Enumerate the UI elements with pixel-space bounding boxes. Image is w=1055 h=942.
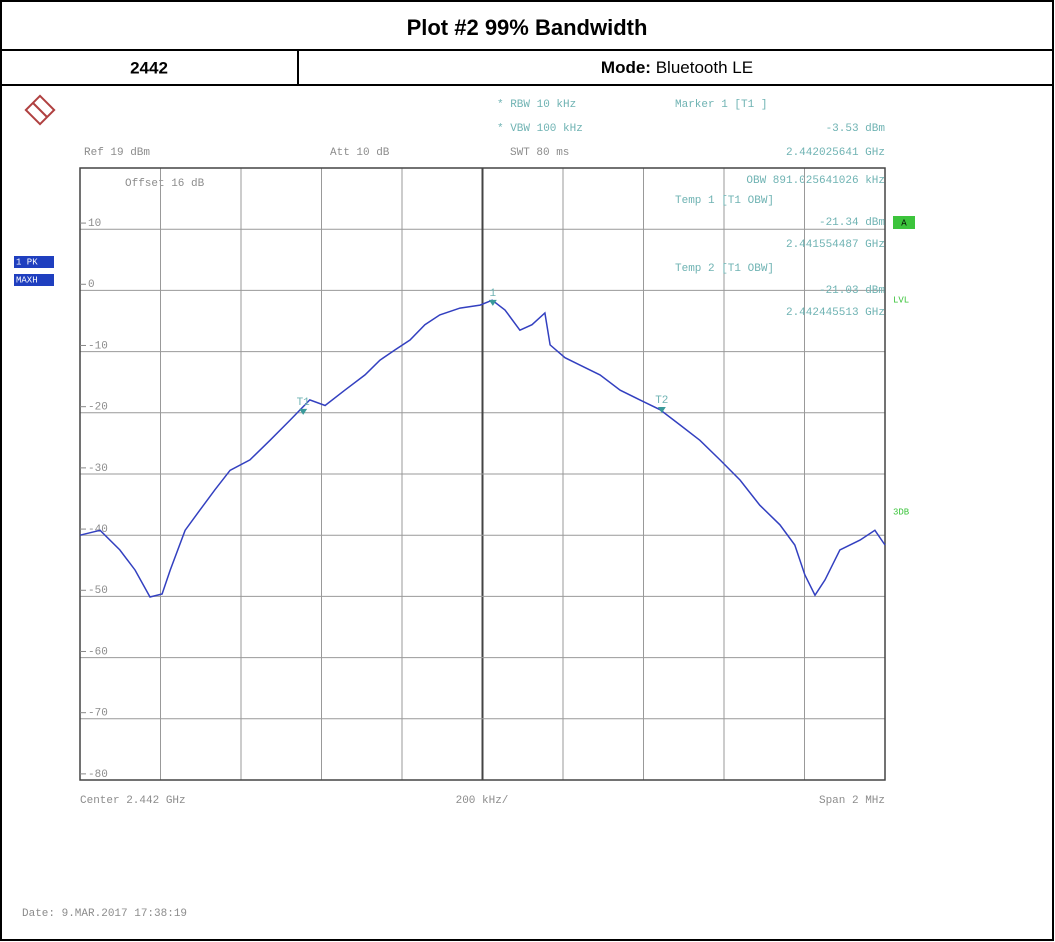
- mode-label: Mode:: [601, 58, 651, 77]
- mode: Mode: Bluetooth LE: [601, 58, 753, 77]
- channel: 2442: [130, 58, 168, 77]
- side-box: [893, 216, 915, 229]
- plot-frame: [79, 167, 886, 781]
- offset: Offset 16 dB: [125, 178, 205, 190]
- marker: [657, 406, 666, 413]
- marker-level: -21.34 dBm: [819, 217, 885, 229]
- side-label: LVL: [893, 295, 909, 305]
- y-tick-label: -80: [88, 769, 108, 781]
- y-tick-label: -60: [88, 646, 108, 658]
- marker-name: Temp 1 [T1 OBW]: [675, 195, 774, 207]
- logo: [24, 94, 56, 126]
- y-tick-label: -30: [88, 463, 108, 475]
- span: Span 2 MHz: [819, 795, 885, 807]
- marker: [299, 408, 308, 415]
- side-label: A: [901, 218, 907, 228]
- marker-freq: 2.442445513 GHz: [786, 307, 885, 319]
- marker-level: -21.03 dBm: [819, 285, 885, 297]
- y-tick-label: -50: [88, 585, 108, 597]
- marker-freq: 2.442025641 GHz: [786, 147, 885, 159]
- trace-label: MAXH: [16, 275, 38, 285]
- y-tick-label: 10: [88, 218, 101, 230]
- attenuation: Att 10 dB: [330, 147, 390, 159]
- trace-label: 1 PK: [16, 257, 38, 267]
- y-tick-label: -20: [88, 402, 108, 414]
- sweep-time: SWT 80 ms: [510, 147, 569, 159]
- marker-freq: 2.441554487 GHz: [786, 239, 885, 251]
- marker-label: T1: [297, 397, 311, 409]
- center-freq: Center 2.442 GHz: [80, 795, 186, 807]
- trace-box: [14, 256, 54, 268]
- y-tick-label: -70: [88, 708, 108, 720]
- ref-level: Ref 19 dBm: [84, 147, 150, 159]
- y-tick-label: 0: [88, 279, 95, 291]
- obw: OBW 891.025641026 kHz: [746, 175, 885, 187]
- marker-name: Temp 2 [T1 OBW]: [675, 263, 774, 275]
- marker-level: -3.53 dBm: [826, 123, 886, 135]
- marker-label: 1: [490, 288, 497, 300]
- side-label: 3DB: [893, 507, 910, 517]
- y-tick-label: -10: [88, 340, 108, 352]
- mode-value: Bluetooth LE: [656, 58, 753, 77]
- rbw: * RBW 10 kHz: [497, 99, 576, 111]
- report-title: Plot #2 99% Bandwidth: [407, 15, 648, 40]
- per-division: 200 kHz/: [456, 795, 509, 807]
- vbw: * VBW 100 kHz: [497, 123, 583, 135]
- trace-box: [14, 274, 54, 286]
- marker: [488, 299, 497, 306]
- date: Date: 9.MAR.2017 17:38:19: [22, 908, 187, 920]
- marker-label: T2: [655, 395, 668, 407]
- marker-name: Marker 1 [T1 ]: [675, 99, 767, 111]
